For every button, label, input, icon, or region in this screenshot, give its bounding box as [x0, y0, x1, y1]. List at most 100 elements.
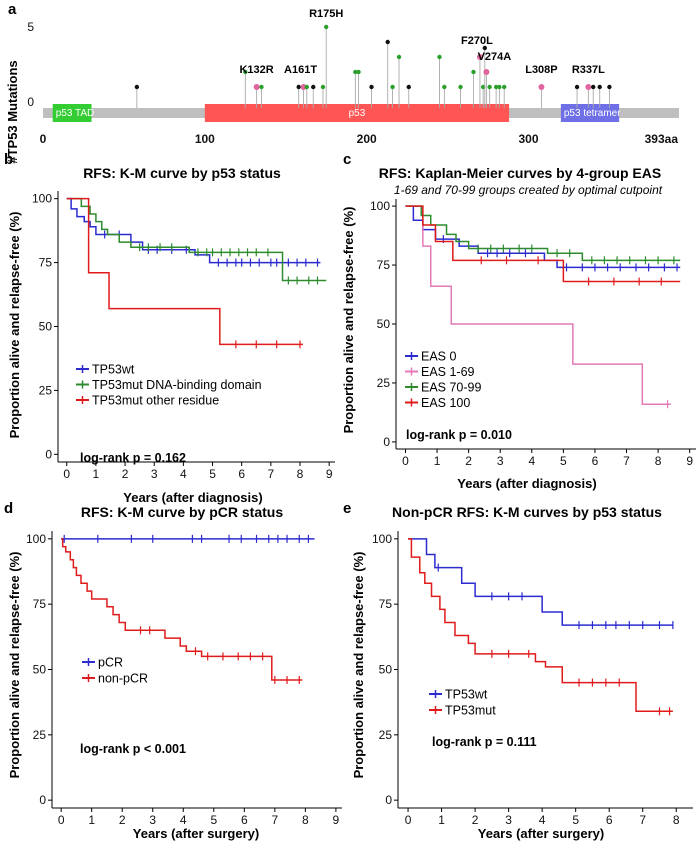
- domain-label: p53: [349, 108, 366, 119]
- x-tick-label: 2: [465, 454, 472, 468]
- y-tick-label: 25: [33, 728, 47, 742]
- mutation-dot: [134, 84, 140, 90]
- y-tick-label: 25: [39, 383, 53, 397]
- panel-b-xlabel: Years (after diagnosis): [123, 490, 262, 505]
- domain-label: p53 TAD: [56, 108, 95, 119]
- x-tick-label: 6: [241, 813, 248, 827]
- mutation-lollipops: [134, 24, 612, 108]
- x-tick-label: 0: [402, 454, 409, 468]
- x-tick-label: 4: [528, 454, 535, 468]
- panel-d-legend: pCR non-pCR: [82, 656, 148, 686]
- legend-label: EAS 100: [421, 396, 470, 410]
- mutation-dot: [493, 84, 499, 90]
- panel-e-pvalue: log-rank p = 0.111: [432, 735, 537, 749]
- y-tick-label: 75: [377, 258, 391, 272]
- x-tick-label: 5: [209, 467, 216, 481]
- mutation-label: R337L: [572, 64, 605, 76]
- legend-label: non-pCR: [98, 672, 148, 686]
- km-curve-eas-70-99: [405, 205, 681, 262]
- panel-c-pvalue: log-rank p = 0.010: [406, 428, 512, 442]
- mutation-dot: [396, 54, 402, 60]
- x-tick-label: 0: [63, 467, 70, 481]
- a-xtick-label: 300: [518, 132, 538, 146]
- panel-b-km: b RFS: K-M curve by p53 status 025507510…: [4, 151, 335, 505]
- panel-d-ylabel: Proportion alive and relapse-free (%): [7, 552, 22, 779]
- mutation-label: A161T: [284, 64, 317, 76]
- mutation-dot: [471, 69, 476, 75]
- y-tick-label: 0: [45, 447, 52, 461]
- domain-label: p53 tetramer: [564, 108, 621, 119]
- x-tick-label: 1: [93, 467, 100, 481]
- domain-p53-tetramer: [560, 104, 620, 122]
- km-curve-tp53mut-dna-binding-domain: [66, 197, 327, 282]
- x-tick-label: 8: [673, 813, 680, 827]
- y-tick-label: 0: [385, 793, 392, 807]
- km-curve-eas-100: [405, 205, 681, 283]
- panel-b-ylabel: Proportion alive and relapse-free (%): [7, 212, 22, 439]
- panel-e-ylabel: Proportion alive and relapse-free (%): [351, 552, 366, 779]
- a-xtick-label: 0: [40, 132, 47, 146]
- x-tick-label: 8: [655, 454, 662, 468]
- panel-a-lollipop: a #TP53 Mutations 05 p53 TAD p53 p53 tetra…: [5, 1, 679, 164]
- panel-c-xlabel: Years (after diagnosis): [457, 476, 596, 491]
- km-curve-eas-1-69: [405, 205, 671, 405]
- y-tick-label: 75: [39, 256, 53, 270]
- x-tick-label: 1: [434, 454, 441, 468]
- y-tick-label: 50: [377, 317, 391, 331]
- x-tick-label: 2: [119, 813, 126, 827]
- x-tick-label: 0: [58, 813, 65, 827]
- mutation-dot: [483, 69, 490, 75]
- y-tick-label: 75: [33, 597, 47, 611]
- mutation-dot: [482, 45, 488, 51]
- panel-a-letter: a: [8, 1, 17, 18]
- legend-label: TP53mut: [445, 704, 496, 718]
- x-tick-label: 6: [606, 813, 613, 827]
- x-tick-label: 5: [560, 454, 567, 468]
- x-tick-label: 5: [210, 813, 217, 827]
- x-tick-label: 9: [326, 467, 333, 481]
- y-tick-label: 100: [372, 532, 392, 546]
- panel-c-title: RFS: Kaplan-Meier curves by 4-group EAS: [379, 165, 661, 181]
- km-curve-non-pcr: [61, 538, 303, 681]
- mutation-dot: [385, 39, 390, 45]
- y-tick-label: 100: [32, 192, 52, 206]
- mutation-dot: [311, 84, 316, 90]
- panel-d-xlabel: Years (after surgery): [133, 826, 259, 841]
- mutation-dot: [243, 69, 248, 75]
- legend-label: TP53wt: [445, 688, 488, 702]
- x-tick-label: 2: [122, 467, 129, 481]
- mutation-dot: [369, 84, 374, 90]
- x-tick-label: 1: [88, 813, 95, 827]
- mutation-dot: [502, 84, 507, 90]
- a-ytick-label: 0: [27, 95, 34, 109]
- mutation-labels: R175H K132R A161T F270L V274A L308P R337L: [239, 8, 605, 76]
- panel-d-pvalue: log-rank p < 0.001: [80, 742, 186, 756]
- legend-label: EAS 0: [421, 350, 456, 364]
- mutation-dot: [259, 84, 264, 90]
- panel-a-xticks: 0 100 200 300: [40, 132, 539, 146]
- x-tick-label: 2: [472, 813, 479, 827]
- legend-label: TP53mut DNA-binding domain: [92, 378, 262, 392]
- x-tick-label: 7: [271, 813, 278, 827]
- mutation-dot: [353, 69, 358, 75]
- a-xtick-label: 100: [195, 132, 215, 146]
- mutation-dot: [487, 84, 492, 90]
- x-tick-label: 4: [180, 467, 187, 481]
- x-tick-label: 4: [180, 813, 187, 827]
- mutation-dot: [356, 69, 361, 75]
- mutation-dot: [406, 84, 411, 90]
- mutation-dot: [591, 84, 596, 90]
- domain-p53-tad: [52, 104, 92, 122]
- panel-b-pvalue: log-rank p = 0.162: [80, 451, 186, 465]
- legend-label: TP53wt: [92, 363, 135, 377]
- x-tick-label: 6: [592, 454, 599, 468]
- panel-e-km: e Non-pCR RFS: K-M curves by p53 status …: [343, 500, 693, 841]
- mutation-dot: [300, 84, 307, 90]
- y-tick-label: 0: [39, 793, 46, 807]
- x-tick-label: 3: [149, 813, 156, 827]
- panel-b-title: RFS: K-M curve by p53 status: [83, 165, 281, 181]
- mutation-dot: [597, 84, 602, 90]
- x-tick-label: 7: [268, 467, 275, 481]
- km-curve-tp53mut: [408, 538, 673, 713]
- panel-c-ylabel: Proportion alive and relapse-free (%): [341, 207, 356, 434]
